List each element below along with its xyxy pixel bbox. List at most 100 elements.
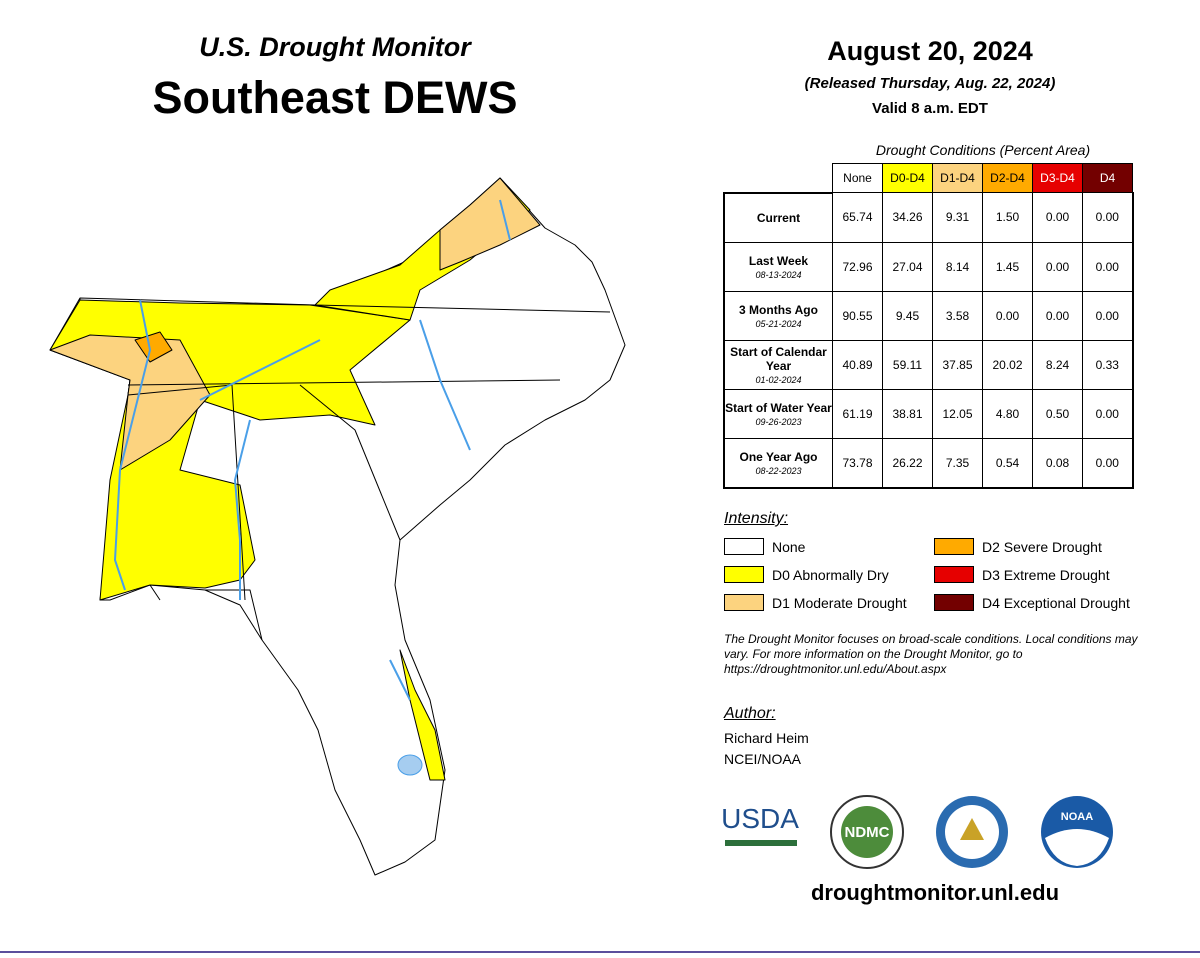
url: droughtmonitor.unl.edu bbox=[810, 880, 1060, 905]
table-cell: 8.14 bbox=[932, 241, 983, 292]
table-cell: 3.58 bbox=[932, 290, 983, 341]
table-cell: 1.45 bbox=[982, 241, 1033, 292]
table-row: Start of Water Year 09-26-2023 61.19 38.81 1… bbox=[723, 388, 1134, 439]
legend-label: D4 Exceptional Drought bbox=[982, 594, 1130, 611]
legend-swatch bbox=[724, 594, 764, 611]
legend-item: D0 Abnormally Dry bbox=[724, 566, 889, 583]
table-cell: 20.02 bbox=[982, 339, 1033, 390]
row-label-cell: Start of Calendar Year 01-02-2024 bbox=[723, 339, 833, 390]
lake bbox=[397, 754, 423, 776]
column-header: D3-D4 bbox=[1032, 163, 1083, 193]
logo-usda: USDA bbox=[721, 803, 799, 834]
d1-area bbox=[439, 177, 541, 271]
row-label: 3 Months Ago bbox=[739, 302, 818, 317]
row-label-cell: One Year Ago 08-22-2023 bbox=[723, 437, 833, 489]
table-row: Last Week 08-13-2024 72.96 27.04 8.14 1.45 0.0… bbox=[723, 241, 1134, 292]
author-line: Richard Heim bbox=[724, 730, 809, 746]
table-cell: 90.55 bbox=[832, 290, 883, 341]
legend-item: None bbox=[724, 538, 805, 555]
table-cell: 1.50 bbox=[982, 192, 1033, 243]
table-row: Start of Calendar Year 01-02-2024 40.89 59.… bbox=[723, 339, 1134, 390]
table-cell: 0.00 bbox=[982, 290, 1033, 341]
table-cell: 59.11 bbox=[882, 339, 933, 390]
table-cell: 0.54 bbox=[982, 437, 1033, 489]
logo-ndmc: NDMC bbox=[845, 824, 890, 841]
table-cell: 9.45 bbox=[882, 290, 933, 341]
table-row: One Year Ago 08-22-2023 73.78 26.22 7.35 0.54… bbox=[723, 437, 1134, 489]
table-cell: 40.89 bbox=[832, 339, 883, 390]
row-label: Last Week bbox=[748, 253, 809, 268]
legend-item: D3 Extreme Drought bbox=[934, 566, 1110, 583]
row-label: Current bbox=[756, 210, 801, 225]
table-cell: 9.31 bbox=[932, 192, 983, 243]
table-cell: 26.22 bbox=[882, 437, 933, 489]
table-cell: 0.00 bbox=[1082, 290, 1134, 341]
row-date: 09-26-2023 bbox=[755, 416, 802, 427]
table-caption: Drought Conditions (Percent Area) bbox=[875, 142, 1091, 158]
table-cell: 27.04 bbox=[882, 241, 933, 292]
legend-item: D2 Severe Drought bbox=[934, 538, 1102, 555]
table-row: 3 Months Ago 05-21-2024 90.55 9.45 3.58 0.00 0… bbox=[723, 290, 1134, 341]
legend-item: D1 Moderate Drought bbox=[724, 594, 907, 611]
noaa-bird bbox=[1045, 829, 1109, 866]
state-line bbox=[79, 298, 611, 641]
table-cell: 0.00 bbox=[1032, 241, 1083, 292]
column-header: D2-D4 bbox=[982, 163, 1033, 193]
legend-label: D0 Abnormally Dry bbox=[772, 566, 889, 583]
table-cell: 72.96 bbox=[832, 241, 883, 292]
subtitle: U.S. Drought Monitor bbox=[199, 32, 471, 62]
table-cell: 38.81 bbox=[882, 388, 933, 439]
row-label-cell: Current bbox=[723, 192, 833, 243]
row-date: 01-02-2024 bbox=[755, 374, 802, 385]
row-date: 05-21-2024 bbox=[755, 318, 802, 329]
legend-item: D4 Exceptional Drought bbox=[934, 594, 1130, 611]
logo-noaa: NOAA bbox=[1061, 811, 1093, 823]
table-cell: 34.26 bbox=[882, 192, 933, 243]
legend-swatch bbox=[934, 566, 974, 583]
bottom-rule bbox=[0, 951, 1200, 953]
table-cell: 0.00 bbox=[1032, 290, 1083, 341]
legend-swatch bbox=[724, 566, 764, 583]
d1-area bbox=[49, 334, 211, 471]
column-header: D1-D4 bbox=[932, 163, 983, 193]
row-label: One Year Ago bbox=[739, 449, 818, 464]
table-cell: 37.85 bbox=[932, 339, 983, 390]
corner bbox=[724, 163, 833, 194]
table-cell: 0.08 bbox=[1032, 437, 1083, 489]
column-header: None bbox=[832, 163, 883, 193]
legend-swatch bbox=[934, 594, 974, 611]
table-cell: 73.78 bbox=[832, 437, 883, 489]
legend-label: D1 Moderate Drought bbox=[772, 594, 907, 611]
row-label: Start of Water Year bbox=[725, 400, 832, 415]
row-date: 08-13-2024 bbox=[755, 269, 802, 280]
header-row: None D0-D4 D1-D4 D2-D4 D3-D4 D4 bbox=[724, 163, 1133, 194]
table-cell: 0.00 bbox=[1082, 388, 1134, 439]
legend-label: D3 Extreme Drought bbox=[982, 566, 1110, 583]
legend-title: Intensity: bbox=[724, 510, 789, 527]
table-cell: 0.00 bbox=[1082, 192, 1134, 243]
river bbox=[113, 199, 511, 701]
table-cell: 61.19 bbox=[832, 388, 883, 439]
row-date: 08-22-2023 bbox=[755, 465, 802, 476]
valid: Valid 8 a.m. EDT bbox=[872, 100, 988, 117]
logos: USDA NDMC NOAA bbox=[721, 795, 1113, 869]
legend-label: D2 Severe Drought bbox=[982, 538, 1102, 555]
table-cell: 7.35 bbox=[932, 437, 983, 489]
date-title: August 20, 2024 bbox=[827, 36, 1033, 66]
column-header: D0-D4 bbox=[882, 163, 933, 193]
table-cell: 0.00 bbox=[1032, 192, 1083, 243]
legend-label: None bbox=[772, 538, 806, 555]
commerce-emblem bbox=[960, 818, 984, 840]
table-cell: 65.74 bbox=[832, 192, 883, 243]
row-label-cell: 3 Months Ago 05-21-2024 bbox=[723, 290, 833, 341]
note: The Drought Monitor focuses on broad-sca… bbox=[724, 632, 1138, 676]
title: Southeast DEWS bbox=[152, 72, 518, 123]
column-header: D4 bbox=[1082, 163, 1133, 193]
author-title: Author: bbox=[724, 705, 776, 722]
row-label-cell: Last Week 08-13-2024 bbox=[723, 241, 833, 292]
table-row: Current 65.74 34.26 9.31 1.50 0.00 0.00 bbox=[723, 192, 1134, 243]
legend-swatch bbox=[724, 538, 764, 555]
ndmc-disc bbox=[841, 806, 893, 858]
table-cell: 8.24 bbox=[1032, 339, 1083, 390]
d2-area bbox=[134, 331, 173, 363]
